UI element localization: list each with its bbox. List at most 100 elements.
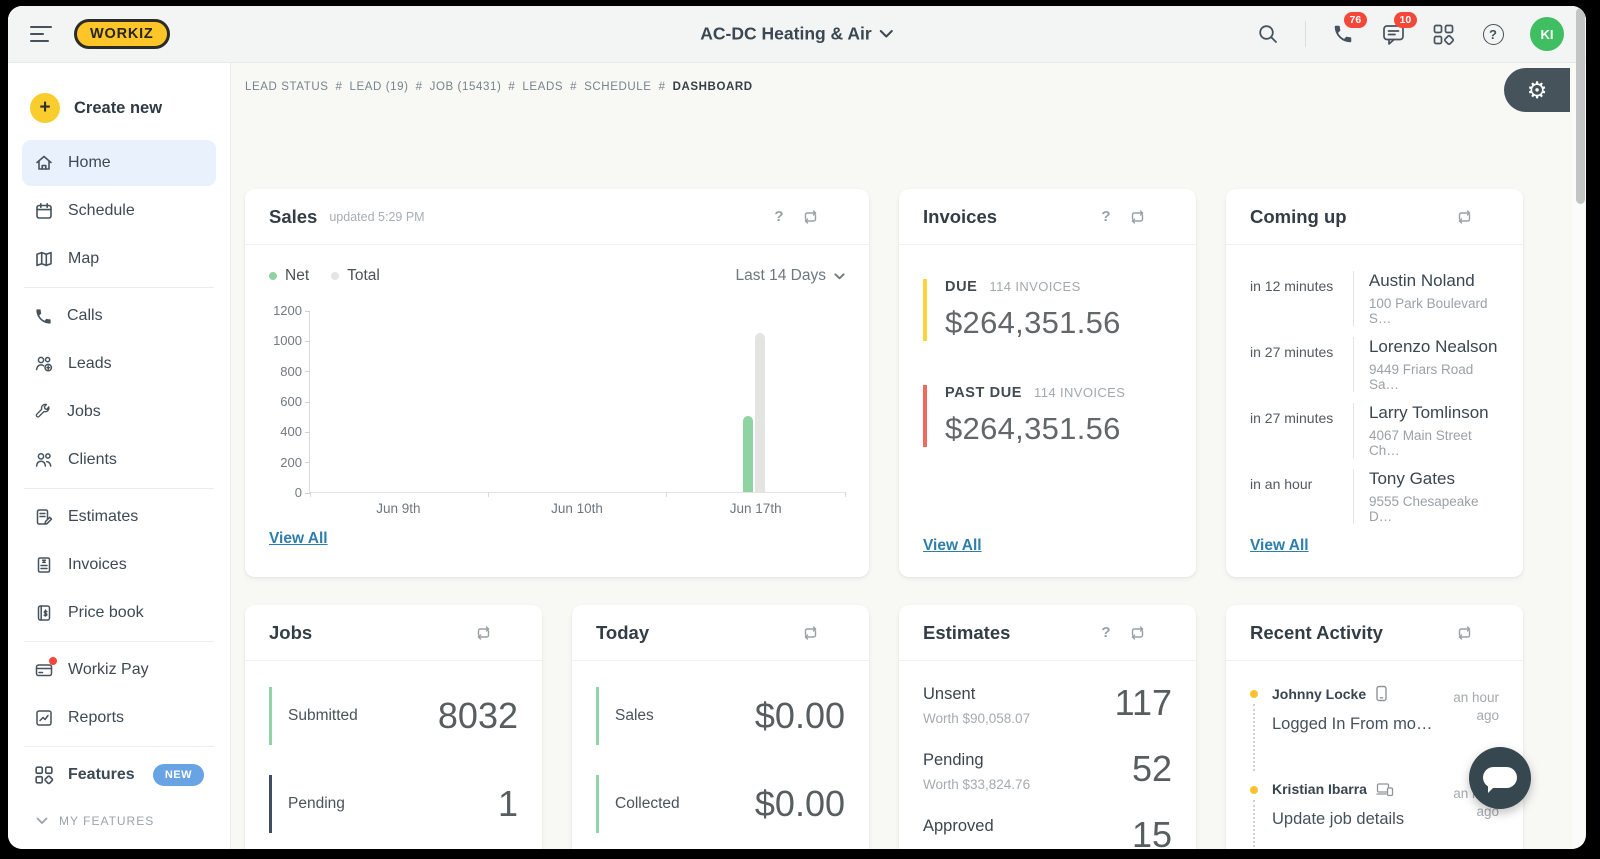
- help-icon[interactable]: ?: [1101, 624, 1111, 641]
- x-axis-tick: [487, 492, 489, 497]
- dashboard-settings-button[interactable]: ⚙: [1504, 68, 1570, 112]
- coming-up-row[interactable]: in 27 minutes Larry Tomlinson 4067 Main …: [1250, 403, 1499, 458]
- invoices-pastdue-block[interactable]: PAST DUE 114 INVOICES $264,351.56: [923, 385, 1172, 447]
- sidebar-item-home[interactable]: Home: [22, 140, 216, 186]
- apps-grid-icon[interactable]: [1430, 21, 1456, 47]
- drag-handle-icon[interactable]: [837, 626, 846, 640]
- sidebar-item-label: Calls: [67, 307, 103, 324]
- view-all-link[interactable]: View All: [923, 537, 982, 554]
- stat-value: 1: [497, 783, 518, 824]
- user-avatar[interactable]: KI: [1530, 17, 1564, 51]
- sidebar-item-label: Map: [68, 250, 100, 267]
- estimates-row-approved[interactable]: Approved 15: [923, 817, 1172, 850]
- refresh-icon[interactable]: [802, 625, 819, 641]
- breadcrumb-item[interactable]: LEADS: [522, 81, 564, 93]
- company-selector[interactable]: AC-DC Heating & Air: [700, 23, 894, 45]
- breadcrumb-item[interactable]: JOB (15431): [429, 81, 502, 93]
- sidebar-item-label: Schedule: [68, 202, 135, 219]
- sidebar-item-reports[interactable]: Reports: [22, 695, 216, 741]
- coming-up-row[interactable]: in an hour Tony Gates 9555 Chesapeake D…: [1250, 469, 1499, 524]
- sidebar-item-map[interactable]: Map: [22, 236, 216, 282]
- pastdue-amount: $264,351.56: [945, 411, 1121, 446]
- breadcrumb-item[interactable]: LEAD (19): [349, 81, 409, 93]
- breadcrumb-separator: #: [570, 81, 578, 93]
- due-amount: $264,351.56: [945, 305, 1121, 340]
- row-divider: [1353, 469, 1354, 524]
- pastdue-label: PAST DUE: [945, 385, 1023, 401]
- drag-handle-icon[interactable]: [1491, 626, 1500, 640]
- y-axis-tick-label: 1200: [273, 303, 302, 318]
- calls-icon[interactable]: 76: [1330, 12, 1367, 47]
- jobs-row-pending[interactable]: Pending 1: [269, 775, 518, 833]
- legend-net: Net: [269, 267, 309, 285]
- help-icon[interactable]: ?: [774, 208, 784, 225]
- drag-handle-icon[interactable]: [1164, 210, 1173, 224]
- coming-up-row[interactable]: in 27 minutes Lorenzo Nealson 9449 Friar…: [1250, 337, 1499, 392]
- search-icon[interactable]: [1255, 21, 1281, 47]
- chart-x-labels: Jun 9th Jun 10th Jun 17th: [309, 501, 845, 516]
- estimates-row-unsent[interactable]: Unsent Worth $90,058.07 117: [923, 685, 1172, 727]
- stat-worth: Worth $33,824.76: [923, 777, 1031, 792]
- refresh-icon[interactable]: [475, 625, 492, 641]
- estimates-row-pending[interactable]: Pending Worth $33,824.76 52: [923, 751, 1172, 793]
- hamburger-menu-icon[interactable]: [30, 25, 52, 43]
- sidebar-item-price-book[interactable]: Price book: [22, 590, 216, 636]
- sidebar-item-estimates[interactable]: Estimates: [22, 494, 216, 540]
- my-features-toggle[interactable]: MY FEATURES: [22, 814, 216, 828]
- refresh-icon[interactable]: [802, 209, 819, 225]
- sales-chart: 0 200 400 600 800 1000 1200 Jun 9th Jun 10th Jun…: [273, 303, 846, 516]
- sidebar-item-invoices[interactable]: Invoices: [22, 542, 216, 588]
- today-row-sales[interactable]: Sales $0.00: [596, 687, 845, 745]
- sidebar-item-clients[interactable]: Clients: [22, 437, 216, 483]
- sidebar-item-schedule[interactable]: Schedule: [22, 188, 216, 234]
- chevron-down-icon: [880, 30, 894, 38]
- sidebar-item-leads[interactable]: Leads: [22, 341, 216, 387]
- jobs-row-submitted[interactable]: Submitted 8032: [269, 687, 518, 745]
- refresh-icon[interactable]: [1456, 209, 1473, 225]
- breadcrumb-item[interactable]: SCHEDULE: [584, 81, 652, 93]
- refresh-icon[interactable]: [1129, 209, 1146, 225]
- help-icon[interactable]: ?: [1101, 208, 1111, 225]
- chat-bubble-icon: [1483, 767, 1517, 788]
- scrollbar-thumb[interactable]: [1575, 8, 1585, 204]
- chat-bubble-tail: [1488, 785, 1496, 793]
- refresh-icon[interactable]: [1129, 625, 1146, 641]
- company-name: AC-DC Heating & Air: [700, 23, 872, 44]
- drag-handle-icon[interactable]: [1164, 626, 1173, 640]
- chat-launcher-button[interactable]: [1469, 747, 1531, 809]
- sidebar-item-workiz-pay[interactable]: Workiz Pay: [22, 647, 216, 693]
- user-name: Johnny Locke: [1272, 685, 1367, 702]
- workiz-logo[interactable]: WORKIZ: [74, 19, 170, 49]
- chevron-down-icon: [834, 272, 845, 279]
- x-axis-tick: [666, 492, 668, 497]
- drag-handle-icon[interactable]: [837, 210, 846, 224]
- sales-chart-plot: 0 200 400 600 800 1000 1200: [273, 303, 846, 500]
- stat-value: 8032: [437, 695, 518, 736]
- y-axis-tick-label: 600: [280, 394, 302, 409]
- desktop-device-icon: [1376, 782, 1394, 796]
- create-new-button[interactable]: + Create new: [22, 87, 216, 129]
- stat-label: Sales: [615, 707, 654, 724]
- today-row-collected[interactable]: Collected $0.00: [596, 775, 845, 833]
- view-all-link[interactable]: View All: [269, 530, 328, 547]
- help-icon[interactable]: ?: [1480, 21, 1506, 47]
- sidebar-item-calls[interactable]: Calls: [22, 293, 216, 339]
- drag-handle-icon[interactable]: [1491, 210, 1500, 224]
- refresh-icon[interactable]: [1456, 625, 1473, 641]
- stat-value: $0.00: [754, 783, 845, 824]
- sidebar-item-jobs[interactable]: Jobs: [22, 389, 216, 435]
- view-all-link[interactable]: View All: [1250, 537, 1309, 554]
- sidebar-item-features[interactable]: Features NEW: [22, 752, 216, 798]
- chart-bar-net[interactable]: [742, 416, 753, 492]
- breadcrumb-item[interactable]: LEAD STATUS: [245, 81, 329, 93]
- due-label: DUE: [945, 279, 978, 295]
- coming-up-row[interactable]: in 12 minutes Austin Noland 100 Park Bou…: [1250, 271, 1499, 326]
- chart-bar-total[interactable]: [754, 332, 765, 492]
- invoices-due-block[interactable]: DUE 114 INVOICES $264,351.56: [923, 279, 1172, 341]
- legend-dot: [269, 272, 277, 280]
- card-title: Sales: [269, 205, 318, 227]
- drag-handle-icon[interactable]: [510, 626, 519, 640]
- date-range-dropdown[interactable]: Last 14 Days: [736, 267, 845, 285]
- messages-icon[interactable]: 10: [1380, 12, 1417, 47]
- card-title: Coming up: [1250, 205, 1347, 227]
